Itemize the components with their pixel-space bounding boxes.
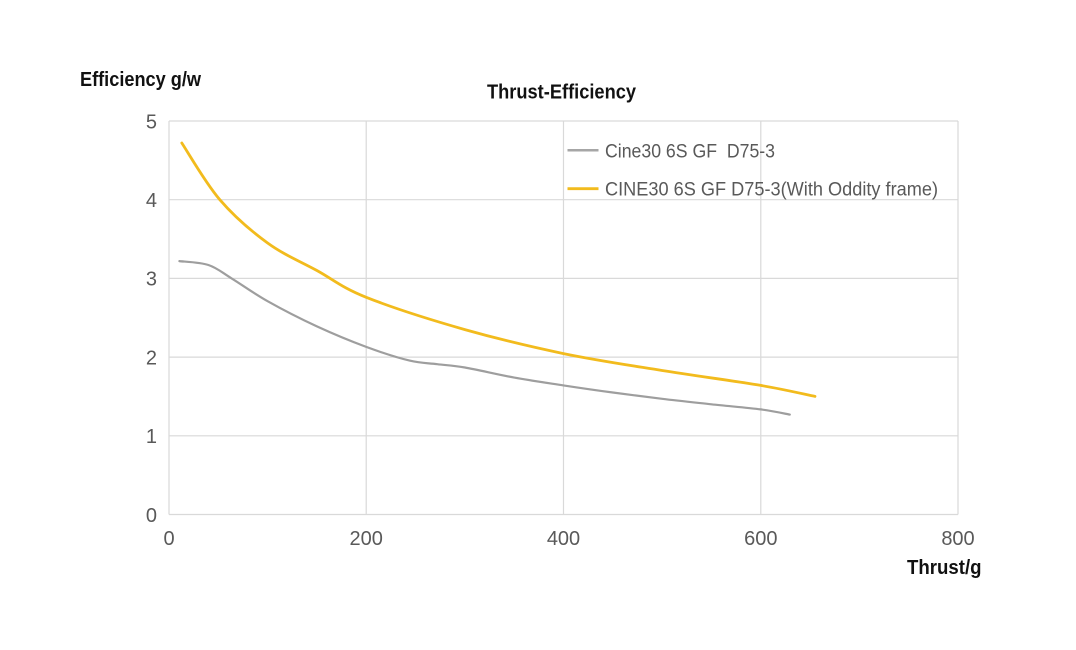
svg-text:400: 400: [547, 528, 580, 550]
svg-text:Cine30 6S GF D75-3: Cine30 6S GF D75-3: [605, 141, 775, 162]
svg-text:CINE30 6S GF D75-3(With Oddity: CINE30 6S GF D75-3(With Oddity frame): [605, 180, 938, 201]
svg-text:200: 200: [350, 528, 383, 550]
svg-text:0: 0: [163, 528, 174, 550]
svg-text:0: 0: [146, 505, 157, 527]
svg-text:Thrust-Efficiency: Thrust-Efficiency: [487, 82, 637, 104]
svg-text:Thrust/g: Thrust/g: [907, 557, 982, 579]
svg-text:Efficiency g/w: Efficiency g/w: [80, 69, 201, 91]
svg-text:5: 5: [146, 111, 157, 133]
svg-text:4: 4: [146, 190, 157, 212]
svg-text:2: 2: [146, 347, 157, 369]
svg-text:3: 3: [146, 269, 157, 291]
svg-text:1: 1: [146, 426, 157, 448]
svg-text:800: 800: [941, 528, 974, 550]
svg-text:600: 600: [744, 528, 777, 550]
